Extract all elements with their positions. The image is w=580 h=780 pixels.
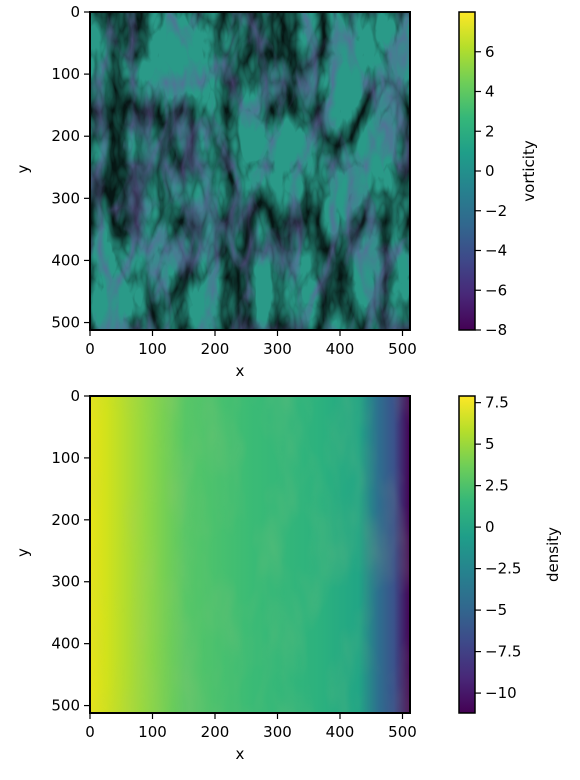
heatmap-image bbox=[90, 396, 410, 713]
colorbar-label: vorticity bbox=[520, 140, 538, 202]
y-tick-label: 200 bbox=[51, 127, 80, 145]
colorbar-tick-label: −2.5 bbox=[485, 560, 521, 578]
x-axis-label: x bbox=[236, 745, 245, 763]
colorbar-tick-label: 0 bbox=[485, 162, 495, 180]
colorbar-tick-label: 2 bbox=[485, 122, 495, 140]
y-tick-label: 100 bbox=[51, 65, 80, 83]
colorbar-label: density bbox=[544, 527, 562, 582]
x-tick-label: 0 bbox=[85, 723, 95, 741]
colorbar-tick-label: 6 bbox=[485, 43, 495, 61]
density-panel: 0 100 200 300 400 500 0 100 200 300 400 500 x y 7.5 5 2.… bbox=[14, 387, 562, 763]
colorbar-tick-label: −10 bbox=[485, 684, 517, 702]
y-tick-label: 200 bbox=[51, 511, 80, 529]
x-tick-label: 500 bbox=[388, 340, 417, 358]
colorbar: 6 4 2 0 −2 −4 −6 −8 vorticity bbox=[458, 11, 538, 339]
colorbar-tick-label: −7.5 bbox=[485, 643, 521, 661]
vorticity-negative-filaments bbox=[90, 12, 410, 330]
y-tick-label: 300 bbox=[51, 573, 80, 591]
colorbar-tick-label: 0 bbox=[485, 518, 495, 536]
x-tick-label: 500 bbox=[388, 723, 417, 741]
y-tick-label: 0 bbox=[70, 387, 80, 405]
heatmap-image bbox=[90, 12, 410, 330]
y-axis-label: y bbox=[14, 164, 32, 173]
x-tick-label: 200 bbox=[201, 340, 230, 358]
y-axis-label: y bbox=[14, 548, 32, 557]
y-tick-label: 0 bbox=[70, 3, 80, 21]
density-texture bbox=[90, 396, 410, 713]
x-tick-label: 100 bbox=[138, 723, 167, 741]
y-tick-label: 400 bbox=[51, 635, 80, 653]
colorbar-tick-label: −8 bbox=[485, 321, 507, 339]
colorbar-tick-label: 5 bbox=[485, 435, 495, 453]
x-tick-label: 100 bbox=[138, 340, 167, 358]
x-tick-label: 400 bbox=[326, 340, 355, 358]
colorbar-tick-label: 4 bbox=[485, 83, 495, 101]
y-tick-label: 500 bbox=[51, 697, 80, 715]
colorbar-tick-label: 7.5 bbox=[485, 394, 509, 412]
colorbar-gradient bbox=[458, 11, 476, 331]
colorbar-tick-label: −4 bbox=[485, 242, 507, 260]
colorbar-gradient bbox=[458, 395, 476, 714]
vorticity-panel: 0 100 200 300 400 500 0 100 200 300 400 500 x y 6 4 2 0 −2… bbox=[14, 3, 538, 380]
plot-frame bbox=[89, 395, 411, 714]
y-tick-label: 500 bbox=[51, 314, 80, 332]
y-tick-label: 100 bbox=[51, 449, 80, 467]
x-tick-label: 200 bbox=[201, 723, 230, 741]
y-tick-label: 300 bbox=[51, 189, 80, 207]
colorbar: 7.5 5 2.5 0 −2.5 −5 −7.5 −10 density bbox=[458, 394, 562, 714]
colorbar-tick-label: −2 bbox=[485, 202, 507, 220]
colorbar-tick-label: 2.5 bbox=[485, 477, 509, 495]
plot-frame bbox=[89, 11, 411, 331]
x-axis-label: x bbox=[236, 362, 245, 380]
x-tick-label: 300 bbox=[263, 723, 292, 741]
colorbar-tick-label: −6 bbox=[485, 281, 507, 299]
x-tick-label: 400 bbox=[326, 723, 355, 741]
x-tick-label: 300 bbox=[263, 340, 292, 358]
y-tick-label: 400 bbox=[51, 251, 80, 269]
x-tick-label: 0 bbox=[85, 340, 95, 358]
colorbar-tick-label: −5 bbox=[485, 601, 507, 619]
